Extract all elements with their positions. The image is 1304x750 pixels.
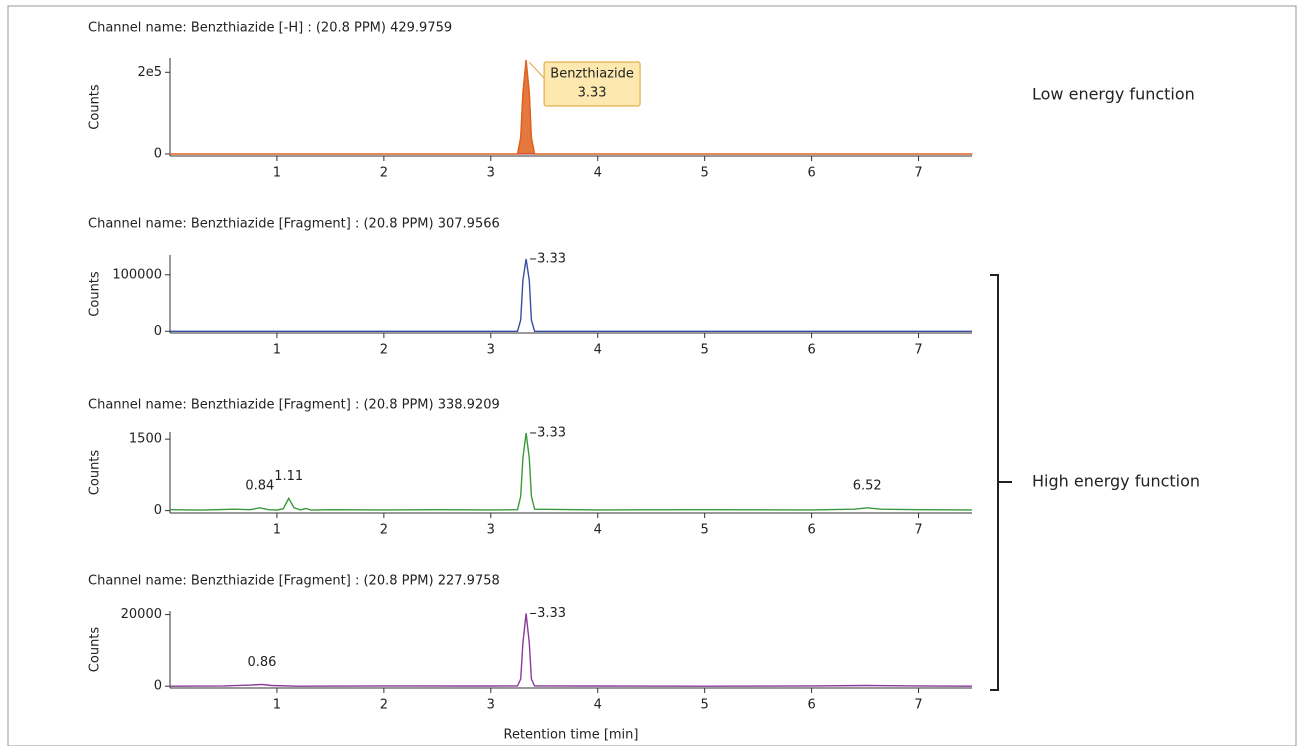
y-tick-label: 0 [154, 146, 162, 161]
annotation-label: 0.86 [247, 655, 276, 670]
x-tick-label: 4 [594, 166, 602, 181]
x-tick-label: 3 [487, 166, 495, 181]
x-axis-label: Retention time [min] [504, 728, 639, 743]
y-tick-label: 0 [154, 679, 162, 694]
x-tick-label: 3 [487, 698, 495, 713]
x-tick-label: 1 [273, 523, 281, 538]
bracket [990, 274, 1012, 691]
group-label: Low energy function [1032, 85, 1195, 104]
series-line [170, 258, 972, 332]
x-tick-label: 1 [273, 166, 281, 181]
chart-title: Channel name: Benzthiazide [Fragment] : … [88, 217, 500, 232]
y-tick-label: 0 [154, 324, 162, 339]
group-label: High energy function [1032, 472, 1200, 491]
series-line [170, 59, 972, 155]
x-tick-label: 7 [914, 166, 922, 181]
x-tick-label: 1 [273, 698, 281, 713]
x-tick-label: 6 [807, 343, 815, 358]
x-tick-label: 7 [914, 698, 922, 713]
annotation-label: 0.84 [245, 478, 274, 493]
x-tick-label: 6 [807, 166, 815, 181]
x-tick-label: 4 [594, 343, 602, 358]
y-tick-label: 20000 [121, 607, 162, 622]
x-tick-label: 1 [273, 343, 281, 358]
chart-title: Channel name: Benzthiazide [Fragment] : … [88, 398, 500, 413]
y-tick-label: 100000 [112, 267, 162, 282]
annotation-label: 3.33 [537, 251, 566, 266]
x-tick-label: 5 [701, 523, 709, 538]
x-tick-label: 3 [487, 523, 495, 538]
x-tick-label: 5 [701, 698, 709, 713]
y-axis-label: Counts [88, 450, 103, 496]
chart-title: Channel name: Benzthiazide [Fragment] : … [88, 574, 500, 589]
x-tick-label: 5 [701, 166, 709, 181]
y-tick-label: 0 [154, 503, 162, 518]
x-tick-label: 2 [380, 343, 388, 358]
chart-title: Channel name: Benzthiazide [-H] : (20.8 … [88, 21, 452, 36]
annotation-label: 1.11 [274, 469, 303, 484]
x-tick-label: 5 [701, 343, 709, 358]
x-tick-label: 7 [914, 523, 922, 538]
x-tick-label: 2 [380, 166, 388, 181]
annotation-label: 3.33 [537, 425, 566, 440]
series-line [169, 432, 973, 511]
x-tick-label: 6 [807, 698, 815, 713]
annotation-label: 3.33 [537, 606, 566, 621]
annotation-name: Benzthiazide [550, 67, 634, 82]
y-axis-label: Counts [88, 627, 103, 673]
x-tick-label: 4 [594, 698, 602, 713]
y-axis-label: Counts [88, 271, 103, 317]
x-tick-label: 6 [807, 523, 815, 538]
annotation-label: 3.33 [578, 86, 607, 101]
annotation-box [543, 61, 641, 107]
y-tick-label: 1500 [129, 432, 162, 447]
x-tick-label: 3 [487, 343, 495, 358]
frame [7, 5, 1297, 747]
y-tick-label: 2e5 [137, 65, 162, 80]
x-tick-label: 7 [914, 343, 922, 358]
annotation-label: 6.52 [853, 478, 882, 493]
x-tick-label: 2 [380, 523, 388, 538]
x-tick-label: 4 [594, 523, 602, 538]
series-line [169, 613, 973, 687]
x-tick-label: 2 [380, 698, 388, 713]
y-axis-label: Counts [88, 84, 103, 130]
annotation-leader [528, 61, 545, 79]
